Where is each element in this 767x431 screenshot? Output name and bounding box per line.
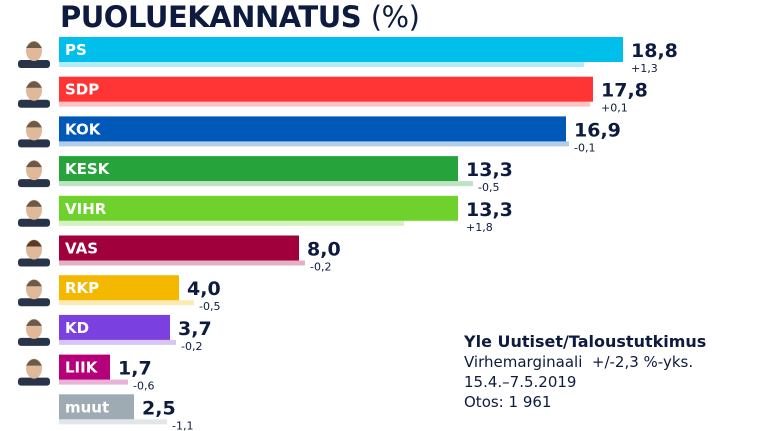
change-label: +1,3 <box>631 62 658 75</box>
previous-bar <box>59 220 404 226</box>
bar <box>59 116 566 142</box>
bar-category-label: VIHR <box>65 200 107 218</box>
change-label: -0,2 <box>310 261 331 274</box>
value-label: 1,7 <box>118 358 152 380</box>
margin-note: Virhemarginaali +/-2,3 %-yks. <box>464 353 694 371</box>
value-label: 18,8 <box>631 40 678 62</box>
value-label: 17,8 <box>601 80 648 102</box>
previous-bar <box>59 181 473 187</box>
value-label: 2,5 <box>142 397 176 419</box>
change-label: -0,6 <box>133 380 154 393</box>
change-label: +0,1 <box>601 102 628 115</box>
bar <box>59 195 458 221</box>
previous-bar <box>59 260 305 266</box>
portrait-hair <box>26 240 42 247</box>
change-label: -0,1 <box>574 141 595 154</box>
portrait-shoulders <box>18 179 50 188</box>
bar-category-label: PS <box>65 41 87 59</box>
bar-category-label: LIIK <box>65 359 99 377</box>
value-label: 3,7 <box>178 318 212 340</box>
bar <box>59 37 623 62</box>
portrait-shoulders <box>18 377 50 386</box>
bar-category-label: KD <box>65 319 89 337</box>
portrait-hair <box>26 200 42 207</box>
bar-category-label: muut <box>65 398 109 416</box>
previous-bar <box>59 141 569 147</box>
dates-note: 15.4.–7.5.2019 <box>464 373 577 391</box>
bar-category-label: KESK <box>65 160 111 178</box>
bar-category-label: RKP <box>65 279 99 297</box>
change-label: -1,1 <box>172 419 193 431</box>
change-label: +1,8 <box>466 221 493 234</box>
bar <box>59 235 299 261</box>
portrait-shoulders <box>18 139 50 148</box>
chart-title: PUOLUEKANNATUS (%) <box>60 0 420 34</box>
bar <box>59 314 170 340</box>
bar-category-label: SDP <box>65 81 99 99</box>
previous-bar <box>59 339 176 345</box>
bar <box>59 275 179 301</box>
change-label: -0,2 <box>181 340 202 353</box>
sample-note: Otos: 1 961 <box>464 393 552 411</box>
bar <box>59 354 110 380</box>
bar <box>59 156 458 182</box>
value-label: 16,9 <box>574 119 621 141</box>
previous-bar <box>59 419 167 425</box>
value-label: 4,0 <box>187 278 221 300</box>
value-label: 8,0 <box>307 239 341 261</box>
previous-bar <box>59 300 194 306</box>
portrait-hair <box>26 359 42 366</box>
portrait-shoulders <box>18 258 50 267</box>
portrait-hair <box>26 41 42 48</box>
portrait-hair <box>26 160 42 168</box>
value-label: 13,3 <box>466 199 513 221</box>
change-label: -0,5 <box>199 300 220 313</box>
portrait-hair <box>26 81 42 88</box>
portrait-shoulders <box>18 298 50 307</box>
value-label: 13,3 <box>466 159 513 181</box>
bar <box>59 76 593 102</box>
previous-bar <box>59 379 128 385</box>
portrait-hair <box>26 319 42 326</box>
portrait-hair <box>26 279 42 287</box>
chart-notes: Yle Uutiset/Taloustutkimus Virhemarginaa… <box>464 332 706 412</box>
change-label: -0,5 <box>478 181 499 194</box>
portrait-shoulders <box>18 337 50 346</box>
source-note: Yle Uutiset/Taloustutkimus <box>464 332 707 351</box>
previous-bar <box>59 101 590 107</box>
bar-category-label: VAS <box>65 240 98 258</box>
portrait-shoulders <box>18 99 50 108</box>
previous-bar <box>59 62 584 67</box>
portrait-shoulders <box>18 218 50 227</box>
bar <box>59 394 134 420</box>
portrait-hair <box>26 120 42 128</box>
bar-category-label: KOK <box>65 120 102 138</box>
portrait-shoulders <box>18 60 50 68</box>
